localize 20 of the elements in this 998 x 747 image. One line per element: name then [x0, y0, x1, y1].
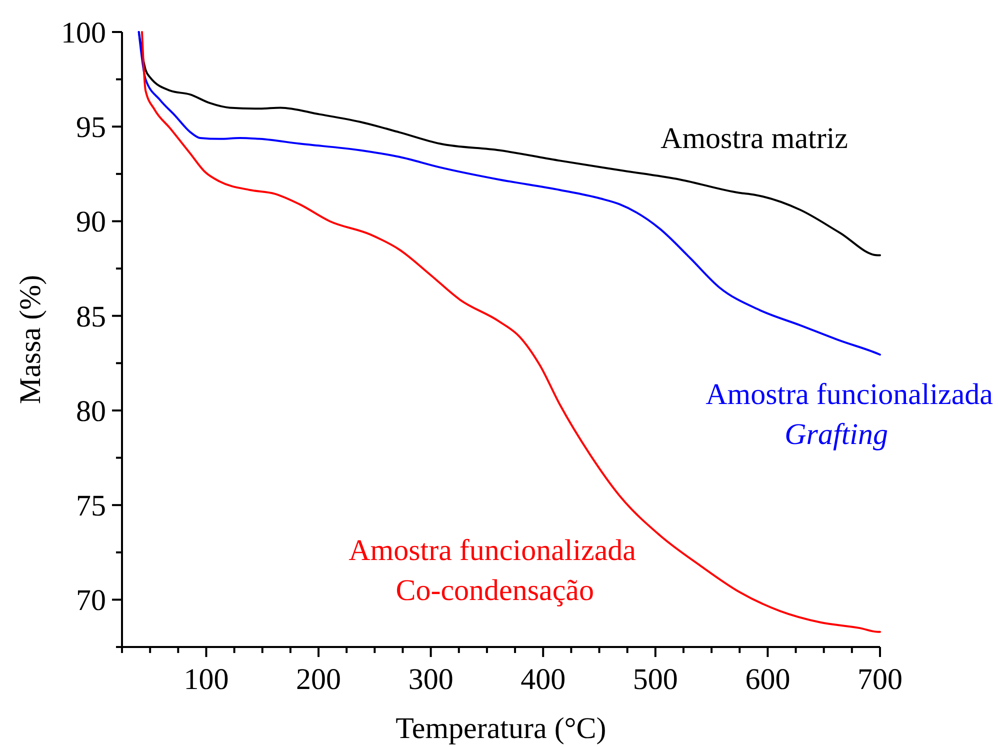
series-label: Amostra matriz — [660, 122, 848, 155]
x-tick-label: 600 — [745, 663, 790, 696]
line-series — [138, 31, 881, 356]
y-axis-title: Massa (%) — [14, 274, 47, 404]
x-tick-label: 500 — [632, 663, 678, 696]
series-label: Amostra funcionalizada Co-condensação — [348, 534, 636, 607]
y-tick-label: 70 — [76, 584, 106, 618]
x-axis-title: Temperatura (°C) — [396, 712, 606, 745]
y-tick-label: 85 — [76, 300, 106, 334]
x-tick-label: 700 — [858, 663, 902, 696]
x-tick-label: 400 — [520, 663, 566, 696]
y-tick-label: 100 — [61, 16, 106, 50]
y-tick-label: 80 — [76, 394, 106, 428]
y-tick-label: 75 — [76, 490, 106, 523]
text: Amostra funcionalizada Grafting — [706, 378, 993, 451]
x-tick-label: 200 — [296, 663, 342, 696]
x-tick-label: 100 — [184, 663, 229, 696]
x-tick-label: 300 — [408, 663, 454, 696]
y-tick-label: 90 — [76, 206, 106, 239]
y-tick-label: 95 — [76, 111, 106, 144]
